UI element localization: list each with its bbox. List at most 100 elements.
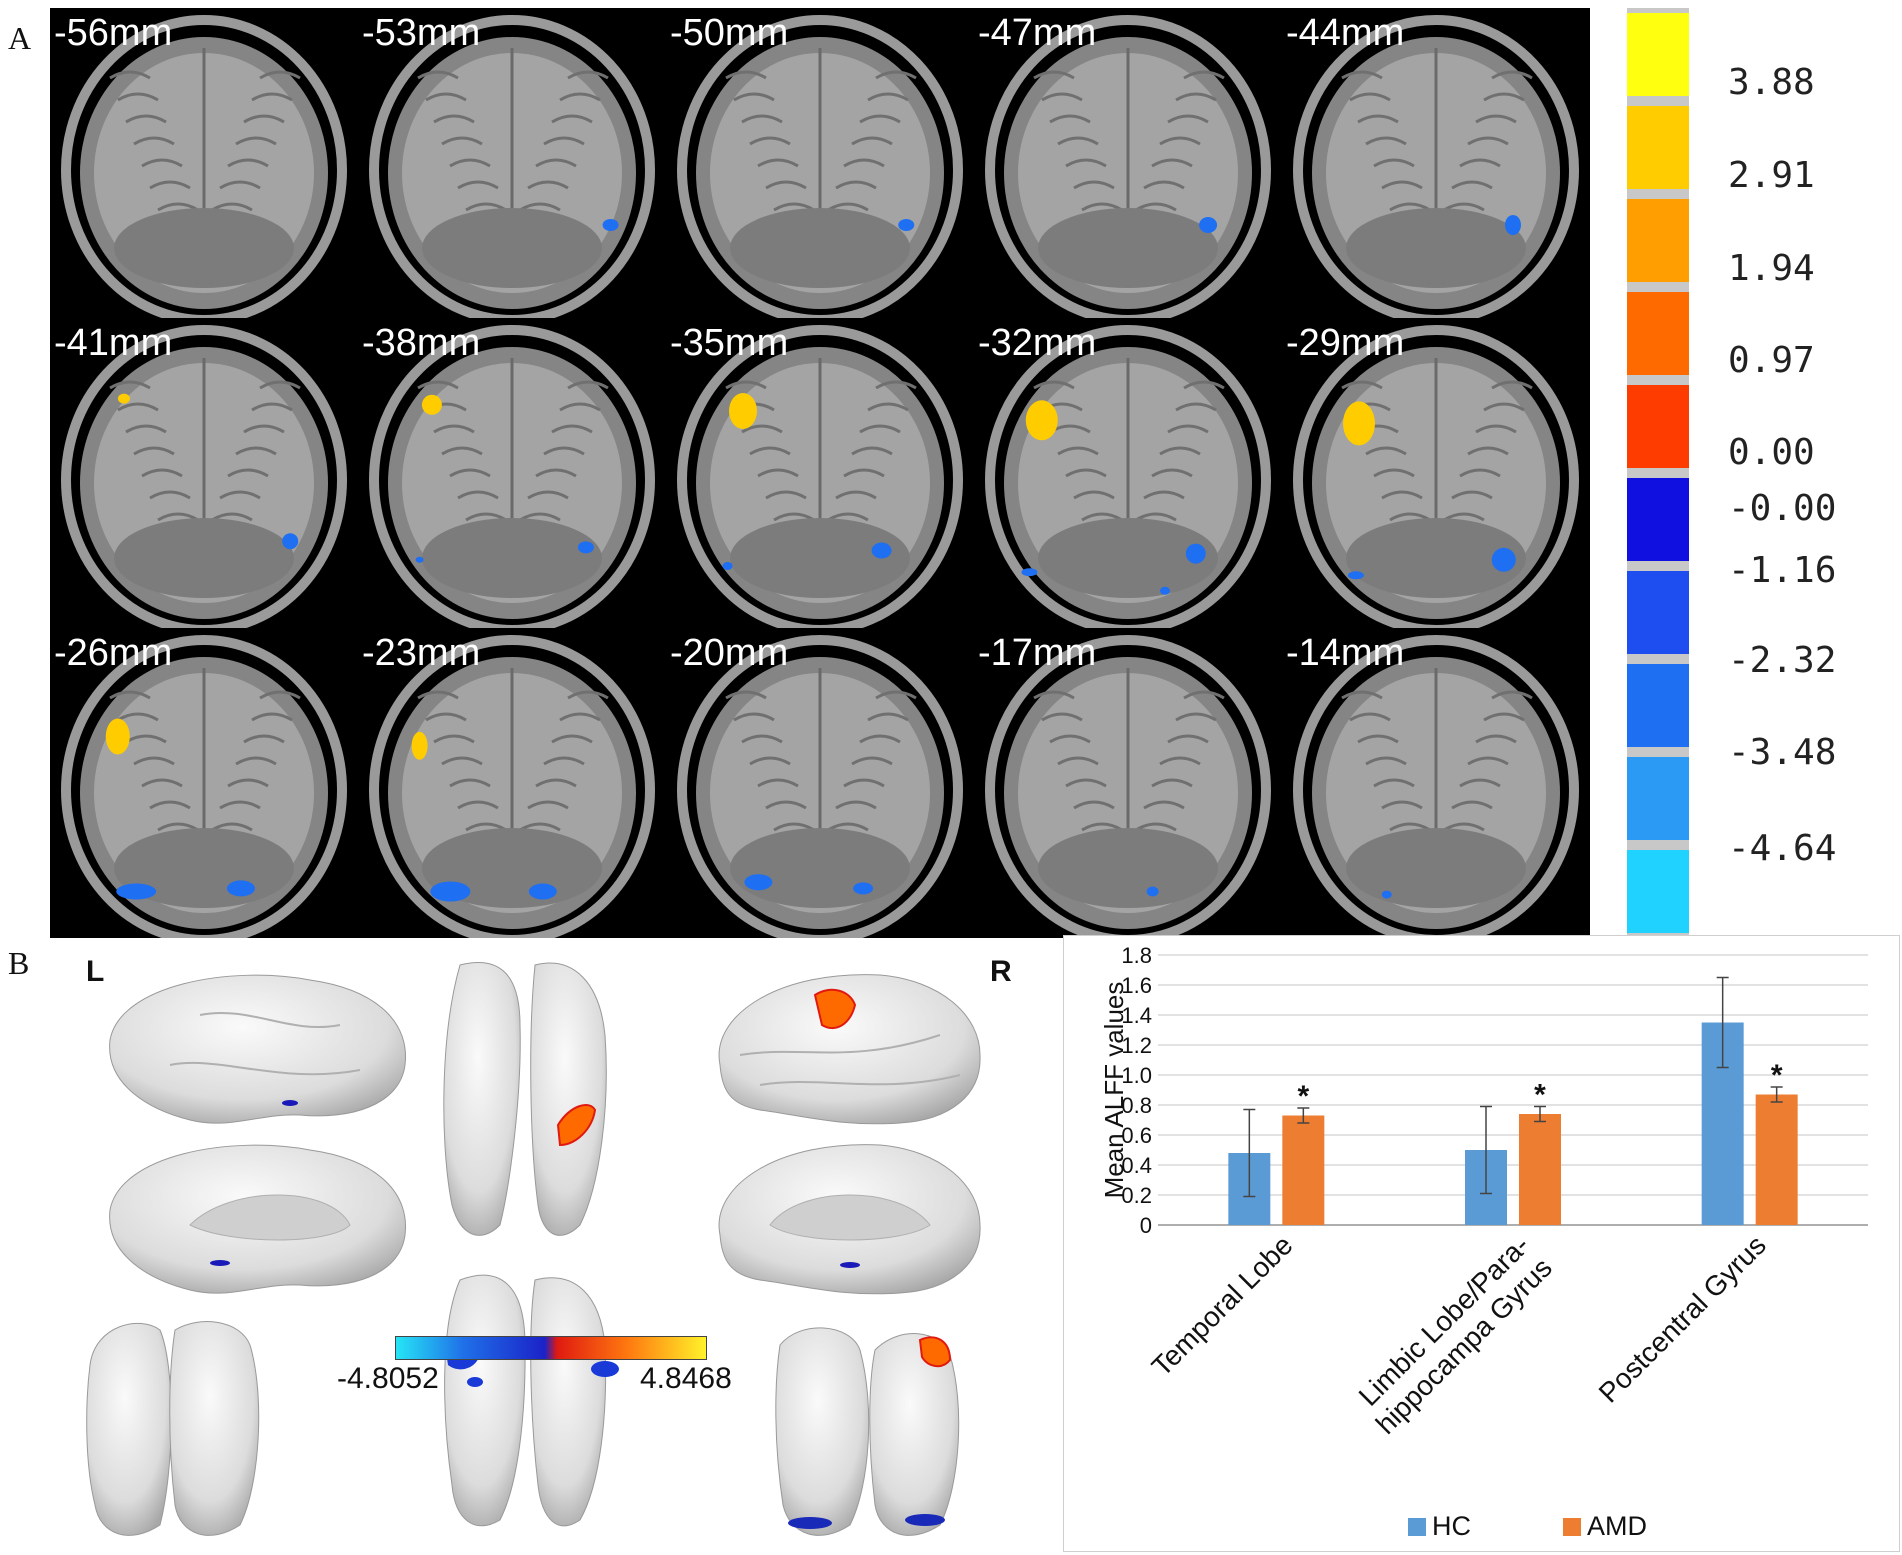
slice-image bbox=[677, 635, 963, 938]
activation-cluster bbox=[744, 874, 773, 891]
coronal-slice: -32mm bbox=[974, 318, 1282, 628]
colorbar-tick-label: -0.00 bbox=[1728, 488, 1837, 529]
x-tick-label: Temporal Lobe bbox=[1146, 1229, 1299, 1382]
slice-label: -41mm bbox=[54, 322, 173, 364]
bar bbox=[1755, 1094, 1798, 1225]
activation-cluster bbox=[1343, 401, 1375, 446]
slice-label: -35mm bbox=[670, 322, 789, 364]
coronal-slice: -47mm bbox=[974, 8, 1282, 318]
y-tick-label: 0.6 bbox=[1121, 1123, 1152, 1148]
slice-image bbox=[677, 325, 963, 628]
colorbar-block bbox=[1627, 850, 1689, 933]
x-tick-label: Limbic Lobe/Para-hippocampa Gyrus bbox=[1347, 1229, 1558, 1440]
slice-label: -20mm bbox=[670, 632, 789, 674]
coronal-slice: -14mm bbox=[1282, 628, 1590, 938]
y-tick-label: 1.4 bbox=[1121, 1003, 1152, 1028]
slice-image bbox=[1293, 635, 1579, 938]
bar bbox=[1282, 1115, 1325, 1225]
activation-cluster bbox=[1491, 547, 1516, 572]
activation-cluster bbox=[1146, 886, 1159, 897]
legend-swatch bbox=[1408, 1518, 1426, 1536]
coronal-slice: -29mm bbox=[1282, 318, 1590, 628]
activation-cluster bbox=[1185, 543, 1206, 564]
activation-cluster bbox=[1021, 568, 1038, 577]
activation-cluster bbox=[1347, 571, 1364, 580]
slice-label: -47mm bbox=[978, 12, 1097, 54]
y-tick-label: 0.4 bbox=[1121, 1153, 1152, 1178]
coronal-slice: -38mm bbox=[358, 318, 666, 628]
colorbar-block bbox=[1627, 106, 1689, 189]
x-tick-label: Postcentral Gyrus bbox=[1593, 1229, 1772, 1408]
activation-cluster bbox=[415, 556, 424, 563]
panel-b-letter: B bbox=[8, 945, 30, 981]
activation-cluster bbox=[722, 562, 733, 570]
alff-bar-chart: 0 0.2 0.4 0.6 0.8 1.0 1.2 1.4 1.6 1.8 Mean ALFF va… bbox=[1099, 943, 1868, 1541]
slice-image bbox=[369, 15, 655, 318]
legend-label: AMD bbox=[1587, 1511, 1647, 1541]
colorbar-tick-label: -4.64 bbox=[1728, 828, 1837, 869]
brain-surface-panel bbox=[80, 945, 1020, 1550]
right-hemisphere-label: R bbox=[990, 955, 1012, 988]
y-tick-label: 0 bbox=[1140, 1213, 1152, 1238]
colorbar-block bbox=[1627, 757, 1689, 840]
colorbar-tick-label: -1.16 bbox=[1728, 550, 1837, 591]
coronal-slice: -23mm bbox=[358, 628, 666, 938]
coronal-slice: -56mm bbox=[50, 8, 358, 318]
bar-chart-frame bbox=[1063, 935, 1900, 1552]
y-axis-label: Mean ALFF values bbox=[1099, 982, 1129, 1199]
right-lateral-cluster bbox=[813, 988, 857, 1030]
activation-cluster bbox=[1505, 215, 1521, 235]
activation-cluster bbox=[411, 731, 428, 760]
slice-image bbox=[61, 15, 347, 318]
colorbar-block bbox=[1627, 664, 1689, 747]
colorbar-tick-label: -2.32 bbox=[1728, 640, 1837, 681]
colorbar-block bbox=[1627, 199, 1689, 282]
superior-view-right bbox=[530, 962, 607, 1236]
colorbar bbox=[1627, 8, 1689, 938]
activation-cluster bbox=[116, 883, 157, 900]
x-tick-label-line: Postcentral Gyrus bbox=[1593, 1229, 1772, 1408]
surface-scale-min: -4.8052 bbox=[337, 1362, 439, 1395]
right-lateral-hemisphere bbox=[718, 974, 981, 1125]
superior-view-cluster bbox=[556, 1104, 597, 1147]
colorbar-tick-label: 0.00 bbox=[1728, 432, 1815, 473]
activation-cluster bbox=[282, 533, 299, 550]
inferior-right-cluster bbox=[591, 1361, 619, 1377]
coronal-slice: -17mm bbox=[974, 628, 1282, 938]
activation-cluster bbox=[577, 541, 594, 554]
slice-label: -26mm bbox=[54, 632, 173, 674]
activation-cluster bbox=[1025, 400, 1058, 441]
activation-cluster bbox=[1381, 890, 1392, 899]
y-tick-label: 1.2 bbox=[1121, 1033, 1152, 1058]
colorbar-tick-label: -3.48 bbox=[1728, 732, 1837, 773]
slice-image bbox=[1293, 15, 1579, 318]
coronal-slice: -44mm bbox=[1282, 8, 1590, 318]
coronal-slice-grid: -56mm -53mm -50mm -47mm -44mm -41mm -38mm -35mm… bbox=[50, 8, 1590, 938]
slice-label: -17mm bbox=[978, 632, 1097, 674]
activation-cluster bbox=[871, 542, 892, 559]
slice-label: -50mm bbox=[670, 12, 789, 54]
panel-a-letter: A bbox=[8, 20, 32, 56]
activation-cluster bbox=[105, 718, 130, 755]
slice-label: -44mm bbox=[1286, 12, 1405, 54]
posterior-view-left bbox=[86, 1322, 172, 1536]
activation-cluster bbox=[226, 880, 255, 897]
significance-marker: * bbox=[1771, 1059, 1783, 1092]
slice-label: -32mm bbox=[978, 322, 1097, 364]
coronal-slice: -26mm bbox=[50, 628, 358, 938]
y-tick-label: 0.8 bbox=[1121, 1093, 1152, 1118]
colorbar-block bbox=[1627, 292, 1689, 375]
slice-label: -29mm bbox=[1286, 322, 1405, 364]
slice-image bbox=[369, 325, 655, 628]
activation-cluster bbox=[117, 393, 130, 404]
slice-image bbox=[1293, 325, 1579, 628]
colorbar-tick-label: 1.94 bbox=[1728, 248, 1815, 289]
x-tick-label-line: Temporal Lobe bbox=[1146, 1229, 1299, 1382]
slice-image bbox=[677, 15, 963, 318]
activation-cluster bbox=[1199, 217, 1218, 233]
activation-cluster bbox=[853, 882, 874, 895]
activation-cluster bbox=[898, 219, 915, 231]
slice-label: -14mm bbox=[1286, 632, 1405, 674]
activation-cluster bbox=[430, 881, 471, 902]
slice-image bbox=[369, 635, 655, 938]
